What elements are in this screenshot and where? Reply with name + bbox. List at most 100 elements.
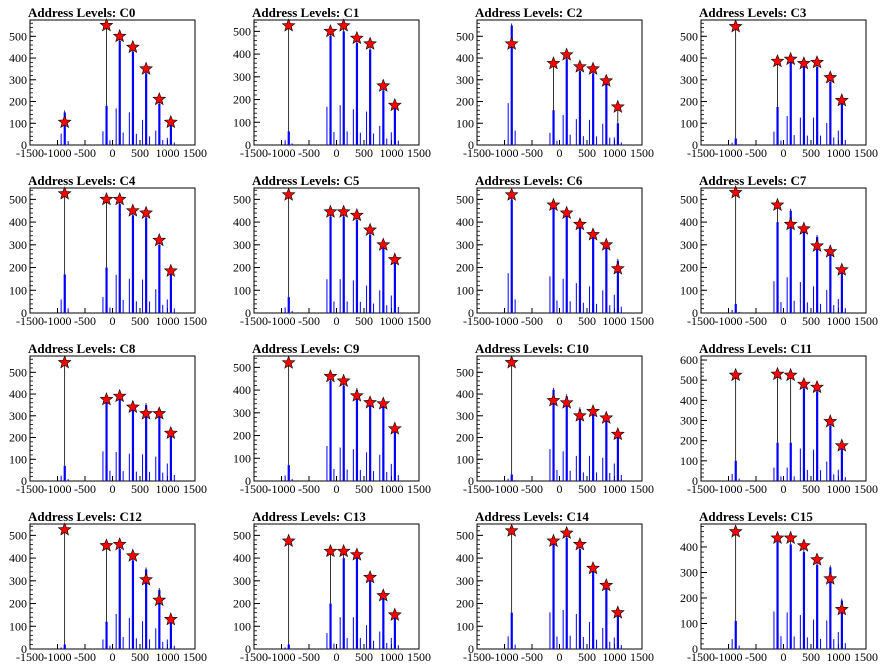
y-tick-label: 500 — [233, 528, 251, 542]
panel-c12: Address Levels: C12 0 100 200 300 400 500 -1500… — [9, 509, 207, 664]
histogram-bar — [326, 106, 328, 145]
histogram-bar — [145, 569, 148, 649]
histogram-bar — [115, 274, 117, 313]
y-tick-label: 400 — [9, 51, 27, 65]
panel-title: Address Levels: C12 — [28, 509, 142, 524]
histogram-bar — [352, 280, 354, 313]
histogram-bar — [128, 617, 130, 649]
histogram-bar — [105, 267, 108, 313]
x-tick-label: -1500 — [463, 482, 491, 496]
y-tick-label: 100 — [9, 283, 27, 297]
peak-star-marker — [336, 204, 351, 218]
histogram-bar — [556, 636, 558, 649]
histogram-bar — [840, 600, 843, 649]
histogram-bar — [67, 648, 69, 649]
peak-star-marker — [387, 421, 402, 435]
histogram-bar — [575, 283, 577, 313]
x-tick-label: 1500 — [407, 482, 431, 496]
peak-star-marker — [572, 59, 587, 73]
x-tick-label: -500 — [521, 146, 543, 160]
histogram-bar — [549, 276, 551, 313]
histogram-bar — [373, 640, 375, 649]
panel-title: Address Levels: C10 — [475, 341, 589, 356]
x-tick-label: 1000 — [603, 314, 627, 328]
histogram-bar — [816, 236, 819, 313]
y-tick-label: 0 — [468, 138, 474, 152]
histogram-bar — [166, 463, 168, 481]
histogram-bar — [575, 455, 577, 481]
histogram-bar — [613, 637, 615, 649]
peak-star-marker — [610, 261, 625, 275]
histogram-bar — [565, 215, 568, 313]
histogram-bar — [776, 442, 779, 481]
y-tick-label: 300 — [680, 238, 698, 252]
panel-title: Address Levels: C14 — [475, 509, 589, 524]
y-tick-label: 200 — [680, 591, 698, 605]
y-tick-label: 300 — [233, 238, 251, 252]
histogram-bar — [369, 49, 372, 145]
histogram-bar — [169, 124, 172, 145]
histogram-bar — [592, 571, 595, 649]
histogram-bar — [169, 621, 172, 649]
histogram-bar — [565, 537, 568, 649]
histogram-bar — [60, 475, 62, 481]
x-tick-label: -1000 — [715, 314, 743, 328]
y-tick-label: 100 — [456, 452, 474, 466]
x-tick-label: -500 — [298, 650, 320, 664]
y-tick-label: 300 — [233, 70, 251, 84]
x-tick-label: 0 — [334, 314, 340, 328]
x-tick-label: 0 — [781, 314, 787, 328]
x-tick-label: -1500 — [240, 482, 268, 496]
histogram-bar — [837, 469, 839, 481]
y-tick-label: 500 — [9, 192, 27, 206]
histogram-bar — [786, 116, 788, 145]
x-tick-label: -1000 — [715, 482, 743, 496]
x-tick-label: 500 — [355, 482, 373, 496]
histogram-bar — [806, 469, 808, 481]
y-tick-label: 0 — [692, 474, 698, 488]
peak-star-marker — [139, 205, 153, 219]
y-tick-label: 0 — [21, 474, 27, 488]
histogram-bar — [369, 399, 372, 481]
histogram-bar — [149, 639, 151, 649]
histogram-bar — [507, 478, 509, 481]
peak-star-marker — [796, 221, 811, 235]
histogram-bar — [397, 475, 399, 481]
histogram-bar — [605, 84, 608, 145]
x-tick-label: 500 — [802, 482, 820, 496]
peak-star-marker — [770, 530, 785, 544]
peak-star-marker — [770, 366, 785, 381]
panel-c2: Address Levels: C20100200300400500-1500-… — [456, 5, 654, 160]
histogram-bar — [131, 215, 135, 313]
y-tick-label: 400 — [233, 47, 251, 61]
histogram-bar — [386, 138, 388, 145]
x-tick-label: -1000 — [44, 314, 72, 328]
peak-star-marker — [387, 607, 402, 621]
histogram-bar — [837, 632, 839, 649]
y-tick-label: 500 — [9, 528, 27, 542]
y-tick-label: 500 — [233, 192, 251, 206]
x-tick-label: 0 — [781, 482, 787, 496]
peak-star-marker — [57, 522, 72, 536]
x-tick-label: 1500 — [854, 314, 878, 328]
histogram-bar — [386, 643, 388, 649]
y-tick-label: 100 — [9, 619, 27, 633]
histogram-bar — [552, 544, 555, 649]
x-tick-label: 1000 — [156, 146, 180, 160]
histogram-bar — [840, 448, 843, 481]
y-tick-label: 300 — [680, 414, 698, 428]
peak-star-marker — [823, 571, 838, 585]
peak-star-marker — [363, 570, 377, 584]
histogram-bar — [840, 273, 843, 313]
histogram-bar — [287, 465, 290, 481]
x-tick-label: 1500 — [407, 314, 431, 328]
x-tick-label: -1500 — [240, 650, 268, 664]
histogram-bar — [162, 304, 164, 313]
y-tick-label: 200 — [456, 261, 474, 275]
y-tick-label: 400 — [456, 551, 474, 565]
peak-star-marker — [323, 369, 338, 383]
histogram-bar — [166, 137, 168, 145]
y-tick-label: 400 — [680, 393, 698, 407]
y-tick-label: 100 — [456, 283, 474, 297]
